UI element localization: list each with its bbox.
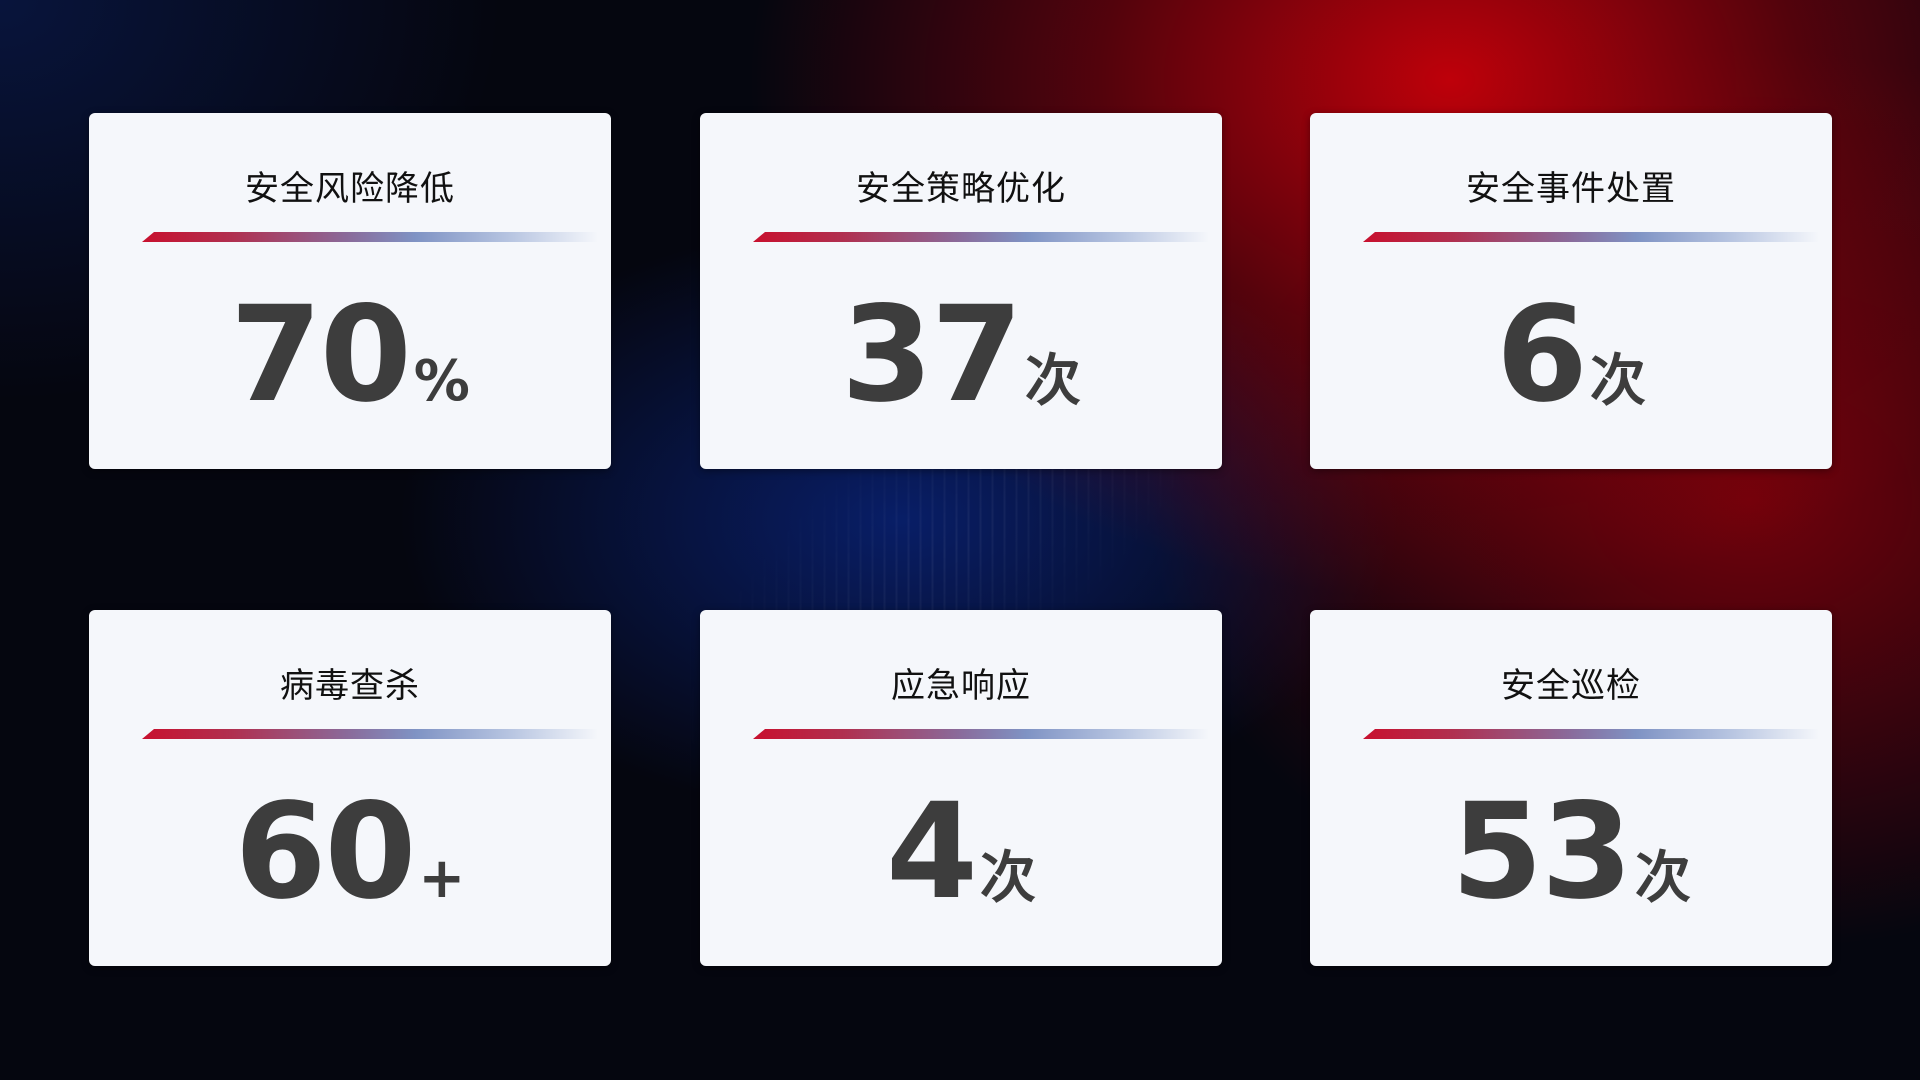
stat-unit: 次 (1589, 349, 1646, 414)
stat-number: 37 (841, 278, 1023, 432)
gradient-divider (1363, 232, 1819, 242)
stat-unit: 次 (1634, 846, 1691, 911)
gradient-divider (753, 232, 1209, 242)
stat-number: 6 (1496, 278, 1588, 432)
stat-card: 病毒查杀 60+ (89, 610, 611, 966)
stat-value: 4次 (700, 775, 1222, 929)
stat-unit: 次 (979, 846, 1036, 911)
stat-card: 安全事件处置 6次 (1310, 113, 1832, 469)
stat-value: 53次 (1310, 775, 1832, 929)
stat-title: 安全策略优化 (856, 169, 1066, 209)
gradient-divider (142, 232, 598, 242)
stat-unit: + (418, 846, 466, 911)
gradient-divider (142, 729, 598, 739)
stat-title: 安全事件处置 (1466, 169, 1676, 209)
stat-title: 病毒查杀 (280, 666, 420, 706)
stat-unit: 次 (1024, 349, 1081, 414)
stat-value: 6次 (1310, 278, 1832, 432)
stat-number: 70 (230, 278, 412, 432)
gradient-divider (753, 729, 1209, 739)
stat-card: 应急响应 4次 (700, 610, 1222, 966)
stat-card: 安全策略优化 37次 (700, 113, 1222, 469)
stat-value: 60+ (89, 775, 611, 929)
stat-number: 4 (886, 775, 978, 929)
stat-number: 53 (1451, 775, 1633, 929)
stat-value: 37次 (700, 278, 1222, 432)
stat-title: 安全风险降低 (245, 169, 455, 209)
gradient-divider (1363, 729, 1819, 739)
stat-value: 70% (89, 278, 611, 432)
stat-card: 安全巡检 53次 (1310, 610, 1832, 966)
stat-unit: % (413, 349, 470, 414)
stat-number: 60 (234, 775, 417, 929)
stat-card: 安全风险降低 70% (89, 113, 611, 469)
stat-title: 安全巡检 (1501, 666, 1641, 706)
stat-title: 应急响应 (891, 666, 1031, 706)
